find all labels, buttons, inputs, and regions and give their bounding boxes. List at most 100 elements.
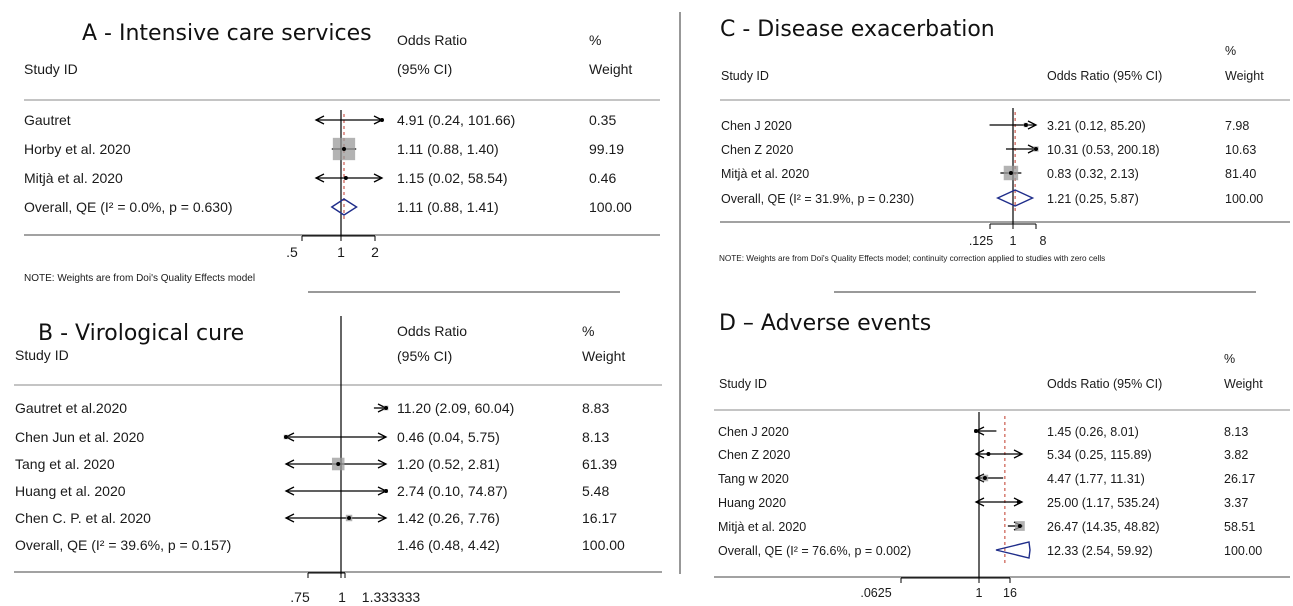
x-tick-label: 2 [371, 244, 379, 260]
overall-diamond [995, 189, 1035, 207]
study-or-ci: 26.47 (14.35, 48.82) [1047, 520, 1160, 534]
study-name: Horby et al. 2020 [24, 141, 131, 157]
header-weight: Weight [589, 61, 632, 77]
study-or-ci: 0.83 (0.32, 2.13) [1047, 167, 1139, 181]
overall-or-ci: 1.21 (0.25, 5.87) [1047, 192, 1139, 206]
header-study-id: Study ID [719, 377, 767, 391]
header-odds-ratio: Odds Ratio (95% CI) [1047, 69, 1162, 83]
study-or-ci: 1.42 (0.26, 7.76) [397, 510, 500, 526]
panel-title: B - Virological cure [38, 321, 244, 346]
header-percent: % [589, 32, 601, 48]
header-study-id: Study ID [24, 61, 78, 77]
study-or-ci: 2.74 (0.10, 74.87) [397, 483, 508, 499]
ci-arrow-left [284, 486, 295, 496]
study-name: Chen J 2020 [721, 119, 792, 133]
overall-label: Overall, QE (I² = 31.9%, p = 0.230) [721, 192, 914, 206]
study-or-ci: 4.91 (0.24, 101.66) [397, 112, 515, 128]
ci-arrow-left [314, 115, 325, 125]
footnote: NOTE: Weights are from Doi's Quality Eff… [24, 273, 255, 284]
panel-title: C - Disease exacerbation [720, 17, 995, 42]
point-estimate [347, 516, 352, 520]
study-weight: 5.48 [582, 483, 609, 499]
overall-weight: 100.00 [1224, 544, 1262, 558]
point-estimate [384, 406, 388, 410]
ci-arrow-right [1013, 497, 1024, 507]
header-percent: % [1225, 44, 1236, 58]
point-estimate [1023, 123, 1028, 127]
study-name: Tang w 2020 [718, 472, 789, 486]
point-estimate [1008, 171, 1013, 175]
overall-label: Overall, QE (I² = 0.0%, p = 0.630) [24, 199, 233, 215]
ci-arrow-right [377, 459, 388, 469]
header-odds-ratio: Odds Ratio [397, 32, 467, 48]
ci-arrow-right [1013, 449, 1024, 459]
panel-title: A - Intensive care services [82, 21, 372, 46]
study-or-ci: 4.47 (1.77, 11.31) [1047, 472, 1145, 486]
point-estimate [380, 118, 384, 122]
header-ci: (95% CI) [397, 61, 452, 77]
overall-weight: 100.00 [1225, 192, 1263, 206]
ci-arrow-right [1027, 120, 1038, 130]
study-name: Chen Jun et al. 2020 [15, 429, 144, 445]
study-name: Mitjà et al. 2020 [24, 170, 123, 186]
x-tick-label: 1.333333 [362, 589, 421, 605]
study-or-ci: 1.15 (0.02, 58.54) [397, 170, 508, 186]
point-estimate [1016, 500, 1021, 504]
study-weight: 10.63 [1225, 143, 1256, 157]
point-estimate [1034, 147, 1038, 151]
overall-diamond [995, 541, 1031, 559]
overall-or-ci: 1.11 (0.88, 1.41) [397, 199, 499, 215]
overall-weight: 100.00 [589, 199, 632, 215]
ci-arrow-right [373, 173, 384, 183]
study-or-ci: 3.21 (0.12, 85.20) [1047, 119, 1146, 133]
study-or-ci: 25.00 (1.17, 535.24) [1047, 496, 1160, 510]
overall-weight: 100.00 [582, 537, 625, 553]
study-weight: 8.13 [1224, 425, 1248, 439]
study-weight: 16.17 [582, 510, 617, 526]
header-percent: % [582, 323, 594, 339]
x-tick-label: 16 [1003, 586, 1017, 600]
point-estimate [982, 476, 987, 480]
panel-title: D – Adverse events [719, 311, 931, 336]
study-name: Huang et al. 2020 [15, 483, 126, 499]
study-name: Mitjà et al. 2020 [718, 520, 806, 534]
study-name: Tang et al. 2020 [15, 456, 115, 472]
point-estimate [1017, 524, 1022, 528]
overall-label: Overall, QE (I² = 39.6%, p = 0.157) [15, 537, 231, 553]
study-weight: 3.82 [1224, 448, 1248, 462]
header-study-id: Study ID [15, 347, 69, 363]
header-weight: Weight [582, 348, 625, 364]
x-tick-label: .125 [969, 234, 993, 248]
x-tick-label: .5 [286, 244, 298, 260]
point-estimate [974, 429, 978, 433]
study-name: Huang 2020 [718, 496, 786, 510]
study-or-ci: 11.20 (2.09, 60.04) [397, 400, 514, 416]
study-name: Gautret et al.2020 [15, 400, 127, 416]
header-odds-ratio: Odds Ratio (95% CI) [1047, 377, 1162, 391]
ci-arrow-right [377, 432, 388, 442]
header-weight: Weight [1224, 377, 1263, 391]
study-weight: 0.35 [589, 112, 616, 128]
x-tick-label: .75 [290, 589, 310, 605]
study-name: Chen Z 2020 [721, 143, 793, 157]
overall-or-ci: 12.33 (2.54, 59.92) [1047, 544, 1153, 558]
study-or-ci: 1.20 (0.52, 2.81) [397, 456, 500, 472]
ci-arrow-right [377, 513, 388, 523]
study-weight: 81.40 [1225, 167, 1256, 181]
study-or-ci: 5.34 (0.25, 115.89) [1047, 448, 1152, 462]
study-weight: 26.17 [1224, 472, 1255, 486]
study-weight: 3.37 [1224, 496, 1248, 510]
study-name: Chen J 2020 [718, 425, 789, 439]
overall-or-ci: 1.46 (0.48, 4.42) [397, 537, 500, 553]
study-or-ci: 0.46 (0.04, 5.75) [397, 429, 500, 445]
point-estimate [986, 452, 991, 456]
overall-label: Overall, QE (I² = 76.6%, p = 0.002) [718, 544, 911, 558]
header-ci: (95% CI) [397, 348, 452, 364]
study-weight: 61.39 [582, 456, 617, 472]
point-estimate [341, 147, 346, 151]
overall-diamond [330, 198, 358, 216]
study-weight: 8.13 [582, 429, 609, 445]
x-tick-label: 8 [1040, 234, 1047, 248]
x-tick-label: 1 [337, 244, 345, 260]
